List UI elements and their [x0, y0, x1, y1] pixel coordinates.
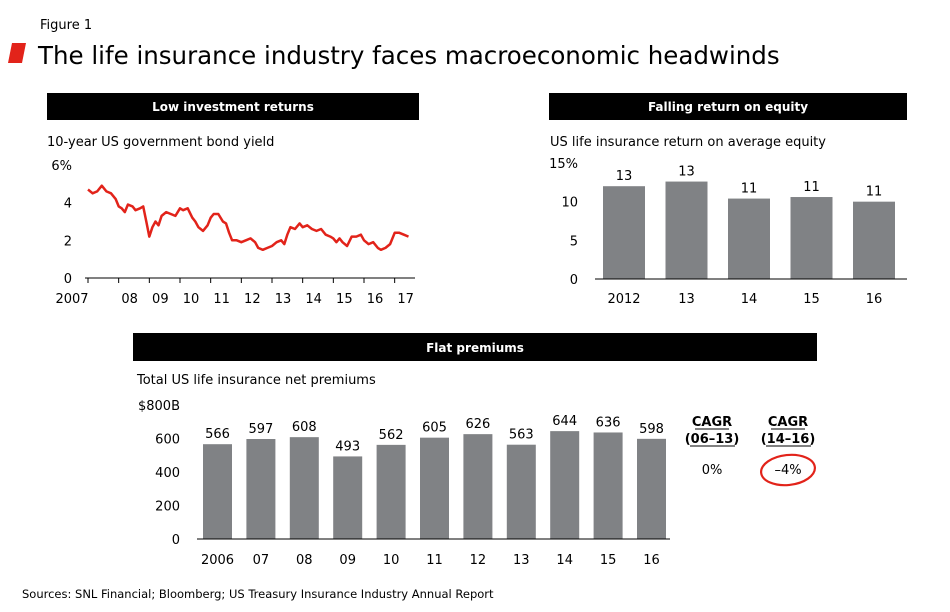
- y-tick-label: 4: [64, 197, 72, 212]
- chart-header: Falling return on equity: [648, 100, 808, 114]
- bar: [853, 201, 895, 279]
- y-tick-label: 5: [570, 234, 578, 249]
- cagr-header-label: CAGR: [692, 415, 732, 430]
- data-label: 11: [866, 185, 883, 200]
- x-tick-label: 11: [213, 292, 230, 307]
- data-label: 636: [596, 415, 621, 430]
- series-line-bond-yield: [87, 184, 409, 252]
- y-tick-label: $800B: [138, 399, 180, 414]
- x-tick-label: 12: [470, 553, 487, 568]
- bar: [289, 437, 319, 539]
- bar: [333, 456, 363, 539]
- highlight-circle: [760, 453, 816, 487]
- x-tick-label: 13: [678, 292, 695, 307]
- chart-header-bar: [549, 93, 907, 120]
- x-tick-label: 2006: [201, 553, 234, 568]
- x-tick-label: 16: [866, 292, 883, 307]
- y-tick-label: 400: [155, 466, 180, 481]
- chart-subtitle: 10-year US government bond yield: [47, 135, 274, 150]
- y-tick-label: 0: [64, 272, 72, 287]
- bar: [246, 439, 276, 539]
- x-tick-label: 08: [296, 553, 313, 568]
- data-label: 597: [248, 422, 273, 437]
- x-tick-label: 14: [556, 553, 573, 568]
- bar: [603, 186, 645, 279]
- x-tick-label: 2012: [607, 292, 640, 307]
- data-label: 644: [552, 414, 577, 429]
- bar: [376, 444, 406, 539]
- chart-return-on-equity: Falling return on equity US life insuran…: [549, 93, 907, 307]
- x-tick-label: 10: [183, 292, 200, 307]
- x-tick-label: 12: [244, 292, 261, 307]
- cagr-header-label: CAGR: [768, 415, 808, 430]
- x-tick-label: 10: [383, 553, 400, 568]
- y-tick-label: 200: [155, 500, 180, 515]
- chart-subtitle: US life insurance return on average equi…: [550, 135, 826, 150]
- x-tick-label: 14: [741, 292, 758, 307]
- data-label: 605: [422, 421, 447, 436]
- data-label: 566: [205, 427, 230, 442]
- x-tick-label: 15: [803, 292, 820, 307]
- data-label: 608: [292, 420, 317, 435]
- title-accent-mark: [8, 43, 26, 63]
- data-label: 493: [335, 439, 360, 454]
- chart-header-bar: [133, 333, 817, 361]
- cagr-value: 0%: [702, 463, 723, 478]
- x-tick-label: 09: [339, 553, 356, 568]
- source-note: Sources: SNL Financial; Bloomberg; US Tr…: [22, 587, 494, 601]
- bar: [506, 444, 536, 539]
- data-label: 11: [741, 182, 758, 197]
- x-tick-label: 08: [121, 292, 138, 307]
- data-label: 13: [678, 165, 695, 180]
- bar: [550, 431, 580, 539]
- y-tick-label: 0: [570, 273, 578, 288]
- x-tick-label: 16: [643, 553, 660, 568]
- bar: [637, 438, 666, 539]
- y-tick-label: 10: [561, 196, 578, 211]
- bar: [728, 198, 770, 279]
- bar: [420, 437, 449, 539]
- y-tick-label: 2: [64, 234, 72, 249]
- bar: [463, 434, 493, 539]
- y-tick-label: 6%: [51, 159, 72, 174]
- chart-bond-yield: Low investment returns 10-year US govern…: [47, 93, 419, 307]
- cagr-period-label: (14–16): [761, 432, 816, 447]
- chart-premiums: Flat premiums Total US life insurance ne…: [133, 333, 817, 568]
- x-tick-label: 17: [397, 292, 414, 307]
- x-tick-label: 07: [253, 553, 270, 568]
- data-label: 598: [639, 422, 664, 437]
- cagr-value: –4%: [774, 463, 801, 478]
- bar: [665, 181, 708, 279]
- chart-subtitle: Total US life insurance net premiums: [136, 373, 376, 388]
- data-label: 11: [803, 180, 820, 195]
- bar: [790, 197, 833, 279]
- figure-label: Figure 1: [40, 18, 92, 33]
- cagr-column-14-16: CAGR (14–16) –4%: [760, 415, 816, 487]
- data-label: 563: [509, 428, 534, 443]
- chart-header: Low investment returns: [152, 100, 314, 114]
- page-title: The life insurance industry faces macroe…: [37, 41, 780, 70]
- x-tick-label: 11: [426, 553, 443, 568]
- x-tick-label: 09: [152, 292, 169, 307]
- y-tick-label: 600: [155, 433, 180, 448]
- x-tick-label: 16: [367, 292, 384, 307]
- data-label: 562: [379, 428, 404, 443]
- chart-header: Flat premiums: [426, 341, 524, 355]
- x-tick-label: 15: [336, 292, 353, 307]
- y-tick-label: 0: [172, 533, 180, 548]
- data-label: 13: [616, 169, 633, 184]
- x-tick-label: 13: [275, 292, 292, 307]
- bar: [203, 444, 232, 539]
- x-tick-label: 13: [513, 553, 530, 568]
- x-tick-label: 2007: [55, 292, 88, 307]
- x-tick-label: 15: [600, 553, 617, 568]
- chart-header-bar: [47, 93, 419, 120]
- y-tick-label: 15%: [549, 157, 578, 172]
- cagr-column-06-13: CAGR (06–13) 0%: [685, 415, 740, 478]
- data-label: 626: [465, 417, 490, 432]
- bar: [593, 432, 623, 539]
- cagr-period-label: (06–13): [685, 432, 740, 447]
- x-tick-label: 14: [305, 292, 322, 307]
